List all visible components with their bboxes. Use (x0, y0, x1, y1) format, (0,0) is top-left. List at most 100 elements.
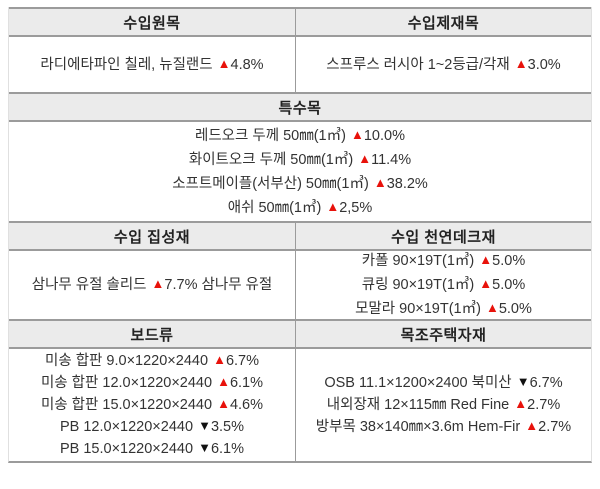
table-section: 수입원목 라디에타파인 칠레, 뉴질랜드 ▲4.8% 수입제재목 스프루스 러시아 1… (9, 7, 591, 92)
section-header: 수입 천연데크재 (296, 221, 591, 251)
change-value: 6.1% (210, 441, 244, 457)
section-header: 특수목 (9, 92, 591, 122)
table-section: 수입 집성재 삼나무 유절 솔리드 ▲7.7% 삼나무 유절 수입 천연데크재 카폴 … (9, 221, 591, 319)
price-line: PB 12.0×1220×2440 ▼3.5% (60, 416, 244, 438)
change-indicator: ▲6.7% (213, 352, 259, 369)
section-content: 스프루스 러시아 1~2등급/각재 ▲3.0% (296, 37, 591, 92)
up-triangle-icon: ▲ (479, 252, 493, 267)
price-line: 화이트오크 두께 50㎜(1㎥) ▲11.4% (189, 148, 411, 172)
change-value: 2,5% (339, 199, 373, 216)
up-triangle-icon: ▲ (326, 198, 340, 214)
section-content: 라디에타파인 칠레, 뉴질랜드 ▲4.8% (9, 37, 295, 92)
change-indicator: ▲5.0% (485, 300, 532, 317)
table-section: 특수목 레드오크 두께 50㎜(1㎥) ▲10.0% 화이트오크 두께 50㎜(1㎥… (9, 92, 591, 221)
item-text: 화이트오크 두께 50㎜(1㎥) (188, 151, 358, 168)
item-text: 소프트메이플(서부산) 50㎜(1㎥) (172, 175, 373, 192)
price-line: 레드오크 두께 50㎜(1㎥) ▲10.0% (195, 124, 405, 148)
up-triangle-icon: ▲ (525, 418, 539, 433)
section-header: 목조주택자재 (296, 319, 591, 349)
change-value: 3.5% (210, 419, 244, 435)
section-header: 수입원목 (9, 7, 295, 37)
price-line: PB 15.0×1220×2440 ▼6.1% (60, 438, 244, 460)
up-triangle-icon: ▲ (358, 150, 372, 166)
price-line: 방부목 38×140㎜×3.6m Hem-Fir ▲2.7% (316, 416, 571, 438)
item-text: 미송 합판 9.0×1220×2440 (45, 353, 213, 369)
table-section: 보드류 미송 합판 9.0×1220×2440 ▲6.7% 미송 합판 12.0×1… (9, 319, 591, 461)
table-column: 특수목 레드오크 두께 50㎜(1㎥) ▲10.0% 화이트오크 두께 50㎜(1㎥… (9, 92, 591, 221)
section-content: 미송 합판 9.0×1220×2440 ▲6.7% 미송 합판 12.0×1220… (9, 349, 295, 461)
up-triangle-icon: ▲ (350, 126, 364, 142)
lumber-price-table: 수입원목 라디에타파인 칠레, 뉴질랜드 ▲4.8% 수입제재목 스프루스 러시아 1… (8, 7, 592, 463)
item-text: 방부목 38×140㎜×3.6m Hem-Fir (315, 419, 525, 435)
down-triangle-icon: ▼ (198, 418, 211, 433)
price-line: 미송 합판 15.0×1220×2440 ▲4.6% (41, 394, 263, 416)
table-column: 보드류 미송 합판 9.0×1220×2440 ▲6.7% 미송 합판 12.0×1… (9, 319, 296, 461)
price-line: 라디에타파인 칠레, 뉴질랜드 ▲4.8% (40, 53, 263, 77)
change-indicator: ▼6.1% (198, 440, 244, 457)
up-triangle-icon: ▲ (217, 396, 230, 411)
item-text: PB 12.0×1220×2440 (59, 419, 198, 435)
change-indicator: ▲11.4% (358, 150, 411, 168)
change-value: 5.0% (492, 277, 526, 293)
up-triangle-icon: ▲ (485, 300, 499, 315)
change-value: 2.7% (538, 419, 572, 435)
item-text: 내외장재 12×115㎜ Red Fine (326, 397, 514, 413)
change-indicator: ▲3.0% (514, 55, 561, 73)
item-text: 애쉬 50㎜(1㎥) (227, 199, 326, 216)
change-indicator: ▲5.0% (479, 252, 526, 269)
change-value: 3.0% (527, 56, 561, 73)
price-line: 모말라 90×19T(1㎥) ▲5.0% (355, 297, 532, 321)
item-text: 카폴 90×19T(1㎥) (361, 253, 479, 269)
price-line: 미송 합판 12.0×1220×2440 ▲6.1% (41, 372, 263, 394)
section-header: 수입 집성재 (9, 221, 295, 251)
up-triangle-icon: ▲ (514, 55, 528, 71)
up-triangle-icon: ▲ (217, 55, 231, 71)
change-indicator: ▲5.0% (479, 276, 526, 293)
up-triangle-icon: ▲ (514, 396, 528, 411)
section-header: 보드류 (9, 319, 295, 349)
change-indicator: ▼6.7% (517, 374, 563, 391)
section-content: 카폴 90×19T(1㎥) ▲5.0% 큐링 90×19T(1㎥) ▲5.0% 모말… (296, 251, 591, 319)
price-line: 애쉬 50㎜(1㎥) ▲2,5% (228, 196, 373, 220)
change-indicator: ▲38.2% (373, 174, 428, 192)
change-value: 5.0% (492, 253, 526, 269)
change-value: 7.7% (164, 277, 198, 293)
change-value: 6.7% (225, 353, 259, 369)
table-column: 수입 천연데크재 카폴 90×19T(1㎥) ▲5.0% 큐링 90×19T(1㎥)… (296, 221, 591, 319)
price-line: 삼나무 유절 솔리드 ▲7.7% 삼나무 유절 (32, 273, 273, 297)
price-line: 카폴 90×19T(1㎥) ▲5.0% (362, 249, 525, 273)
item-text: 삼나무 유절 솔리드 (31, 277, 151, 293)
section-content: 레드오크 두께 50㎜(1㎥) ▲10.0% 화이트오크 두께 50㎜(1㎥) ▲… (9, 122, 591, 221)
change-indicator: ▲4.8% (217, 55, 264, 73)
up-triangle-icon: ▲ (479, 276, 493, 291)
change-indicator: ▲7.7% (152, 276, 198, 293)
section-header: 수입제재목 (296, 7, 591, 37)
up-triangle-icon: ▲ (213, 352, 226, 367)
price-line: 스프루스 러시아 1~2등급/각재 ▲3.0% (326, 53, 560, 77)
down-triangle-icon: ▼ (198, 440, 211, 455)
item-text: PB 15.0×1220×2440 (59, 441, 198, 457)
price-line: 큐링 90×19T(1㎥) ▲5.0% (362, 273, 525, 297)
item-text: 미송 합판 15.0×1220×2440 (40, 397, 217, 413)
up-triangle-icon: ▲ (373, 174, 387, 190)
section-content: 삼나무 유절 솔리드 ▲7.7% 삼나무 유절 (9, 251, 295, 319)
change-indicator: ▲6.1% (217, 374, 264, 391)
item-text: 라디에타파인 칠레, 뉴질랜드 (40, 56, 217, 73)
change-value: 6.1% (229, 375, 264, 391)
change-value: 10.0% (363, 127, 405, 144)
item-text: OSB 11.1×1200×2400 북미산 (324, 375, 516, 391)
price-line: 내외장재 12×115㎜ Red Fine ▲2.7% (327, 394, 560, 416)
change-value: 2.7% (527, 397, 561, 413)
section-content: OSB 11.1×1200×2400 북미산 ▼6.7% 내외장재 12×115㎜… (296, 349, 591, 461)
change-indicator: ▲2.7% (514, 396, 561, 413)
change-indicator: ▲4.6% (217, 396, 264, 413)
change-value: 4.6% (229, 397, 264, 413)
price-line: OSB 11.1×1200×2400 북미산 ▼6.7% (324, 372, 562, 394)
item-text: 큐링 90×19T(1㎥) (361, 277, 479, 293)
price-line: 소프트메이플(서부산) 50㎜(1㎥) ▲38.2% (172, 172, 428, 196)
change-value: 6.7% (529, 375, 563, 391)
item-text: 모말라 90×19T(1㎥) (355, 301, 485, 317)
